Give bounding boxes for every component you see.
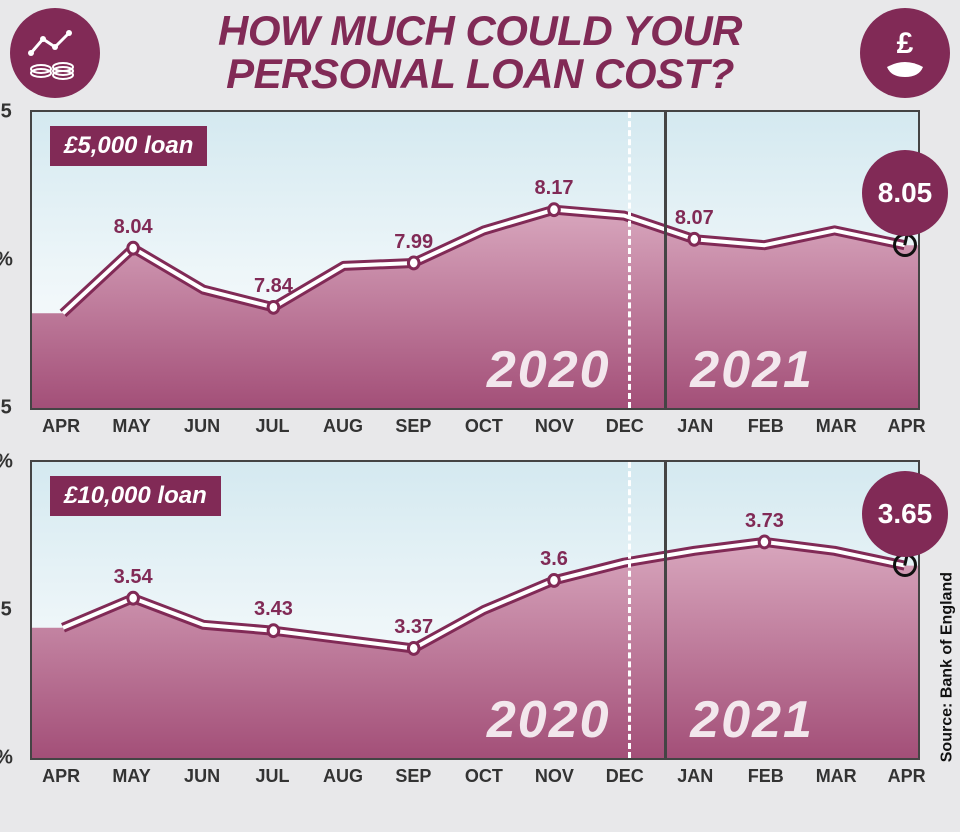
x-tick: NOV: [535, 416, 574, 437]
svg-text:£: £: [897, 27, 914, 60]
x-tick: JUN: [184, 766, 220, 787]
x-tick: SEP: [395, 416, 431, 437]
year-2021-label: 2021: [690, 340, 814, 400]
x-tick: AUG: [323, 766, 363, 787]
y-tick: 4%: [0, 450, 13, 473]
value-label: 8.04: [114, 216, 153, 239]
value-label: 8.17: [535, 177, 574, 200]
chart-10000-badge: £10,000 loan: [50, 476, 221, 516]
value-label: 3.43: [254, 598, 293, 621]
final-value-badge: 8.05: [862, 150, 948, 236]
title-line-2: PERSONAL LOAN COST?: [0, 53, 960, 96]
x-tick: FEB: [748, 416, 784, 437]
page-title: HOW MUCH COULD YOUR PERSONAL LOAN COST?: [0, 10, 960, 96]
x-tick: JUN: [184, 416, 220, 437]
x-tick: OCT: [465, 416, 503, 437]
year-dashed-divider: [628, 112, 631, 408]
chart-5000-badge: £5,000 loan: [50, 126, 207, 166]
year-dashed-divider: [628, 462, 631, 758]
year-2020-label: 2020: [487, 340, 611, 400]
chart-5000: £5,000 loan 7.58%8.5202020218.047.847.99…: [30, 110, 920, 442]
year-solid-divider: [664, 462, 667, 758]
x-tick: MAR: [816, 766, 857, 787]
x-tick: DEC: [606, 766, 644, 787]
x-tick: APR: [888, 766, 926, 787]
year-solid-divider: [664, 112, 667, 408]
final-point-ring: [893, 233, 917, 257]
chart-coins-icon: [10, 8, 100, 98]
year-2021-label: 2021: [690, 690, 814, 750]
x-tick: MAR: [816, 416, 857, 437]
source-credit: Source: Bank of England: [938, 572, 956, 762]
x-tick: SEP: [395, 766, 431, 787]
x-tick: OCT: [465, 766, 503, 787]
title-line-1: HOW MUCH COULD YOUR: [0, 10, 960, 53]
x-tick: JAN: [677, 766, 713, 787]
x-tick: MAY: [112, 766, 150, 787]
x-tick: APR: [42, 416, 80, 437]
y-tick: 3%: [0, 746, 13, 769]
x-tick: JUL: [256, 766, 290, 787]
value-label: 3.37: [394, 616, 433, 639]
x-tick: APR: [888, 416, 926, 437]
final-point-ring: [893, 553, 917, 577]
value-label: 8.07: [675, 207, 714, 230]
final-value-badge: 3.65: [862, 471, 948, 557]
year-2020-label: 2020: [487, 690, 611, 750]
header: £ HOW MUCH COULD YOUR PERSONAL LOAN COST…: [0, 0, 960, 102]
x-tick: JUL: [256, 416, 290, 437]
pound-hand-icon: £: [860, 8, 950, 98]
chart-10000: £10,000 loan 3%3.54%202020213.543.433.37…: [30, 460, 920, 792]
x-tick: FEB: [748, 766, 784, 787]
value-label: 3.73: [745, 510, 784, 533]
x-tick: APR: [42, 766, 80, 787]
x-tick: DEC: [606, 416, 644, 437]
value-label: 3.54: [114, 566, 153, 589]
value-label: 7.84: [254, 275, 293, 298]
value-label: 3.6: [540, 548, 568, 571]
y-tick: 7.5: [0, 396, 12, 419]
x-tick: NOV: [535, 766, 574, 787]
x-tick: AUG: [323, 416, 363, 437]
y-tick: 3.5: [0, 598, 12, 621]
x-tick: JAN: [677, 416, 713, 437]
y-tick: 8.5: [0, 100, 12, 123]
x-tick: MAY: [112, 416, 150, 437]
value-label: 7.99: [394, 231, 433, 254]
y-tick: 8%: [0, 248, 13, 271]
